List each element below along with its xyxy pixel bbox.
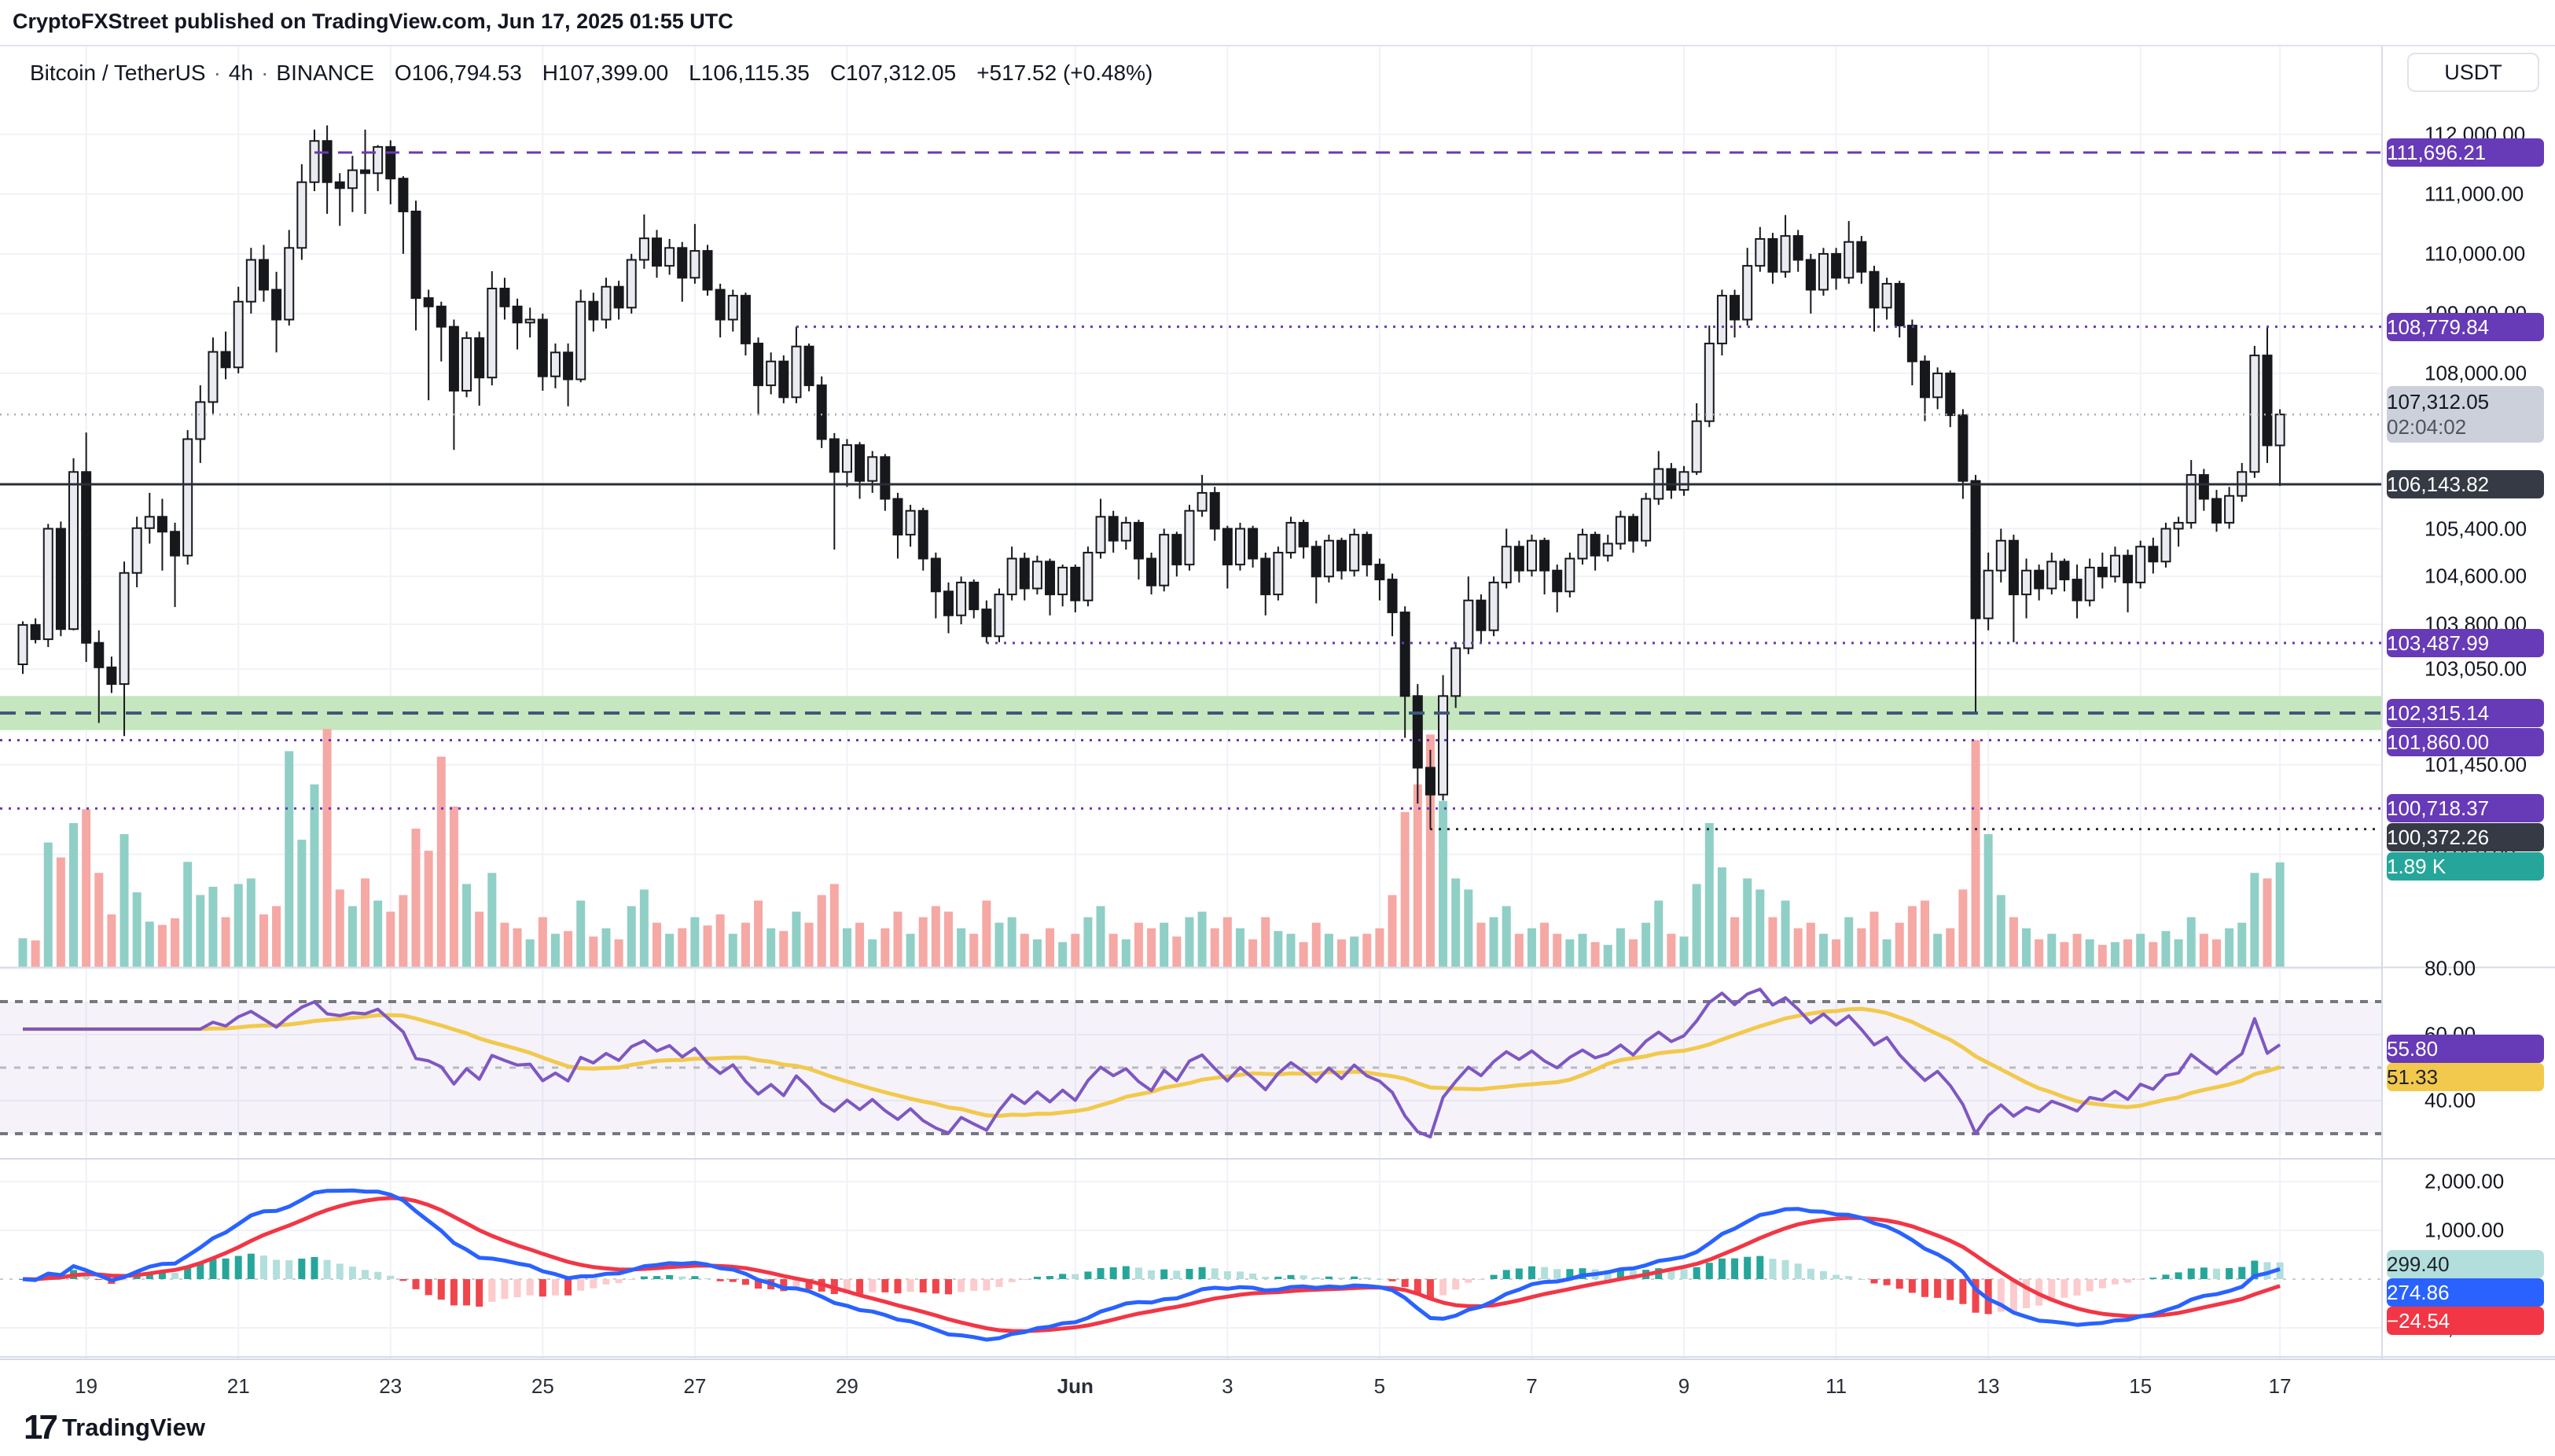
time-tick-label: 11 (1825, 1374, 1847, 1398)
price-tick-label: 104,600.00 (2424, 564, 2527, 588)
chart-container[interactable]: Bitcoin / TetherUS · 4h · BINANCE O106,794.53… (0, 45, 2555, 1414)
rsi-ma-badge: 51.33 (2387, 1062, 2544, 1091)
low-value: 106,115.35 (700, 61, 810, 85)
symbol-title-bar: Bitcoin / TetherUS · 4h · BINANCE O106,794.53… (30, 61, 1153, 86)
rsi-value-badge: 55.80 (2387, 1034, 2544, 1063)
low-label: L (689, 61, 701, 85)
macd-value-badge: 274.86 (2387, 1278, 2544, 1307)
price-tick-label: 110,000.00 (2424, 241, 2526, 266)
chart-plot-area[interactable] (0, 46, 2555, 1359)
currency-toggle-button[interactable]: USDT (2407, 53, 2539, 92)
time-tick-label: 27 (683, 1374, 707, 1398)
macd-signal-badge: −24.54 (2387, 1307, 2544, 1336)
rsi-tick-label: 40.00 (2424, 1088, 2476, 1112)
title-separator: · (261, 61, 269, 85)
macd-histogram (19, 1253, 2284, 1314)
time-tick-label: 5 (1373, 1374, 1386, 1398)
time-tick-label: 17 (2268, 1374, 2292, 1398)
change-value: +517.52 (+0.48%) (976, 61, 1153, 85)
candles (17, 125, 2285, 829)
open-value: 106,794.53 (411, 61, 522, 85)
macd-hist-badge: 299.40 (2387, 1250, 2544, 1279)
price-level-badge: 100,372.26 (2387, 823, 2544, 852)
price-level-badge: 101,860.00 (2387, 727, 2544, 756)
tradingview-watermark[interactable]: 17 TradingView (24, 1408, 205, 1447)
close-value: 107,312.05 (846, 61, 957, 85)
open-label: O (394, 61, 412, 85)
time-tick-label: 7 (1526, 1374, 1538, 1398)
high-label: H (542, 61, 559, 85)
time-tick-label: 15 (2129, 1374, 2152, 1398)
symbol-name[interactable]: Bitcoin / TetherUS (30, 61, 206, 85)
price-level-badge: 108,779.84 (2387, 312, 2544, 341)
volume-badge: 1.89 K (2387, 852, 2544, 881)
close-label: C (829, 61, 847, 85)
interval-label[interactable]: 4h (228, 61, 254, 85)
time-tick-label: 3 (1222, 1374, 1233, 1398)
price-tick-label: 105,400.00 (2424, 517, 2527, 540)
volume-bars (18, 729, 2285, 967)
price-tick-label: 103,050.00 (2424, 656, 2527, 681)
time-tick-label: 23 (379, 1374, 403, 1398)
price-level-badge: 103,487.99 (2387, 628, 2544, 657)
macd-tick-label: 1,000.00 (2424, 1218, 2505, 1242)
time-tick-label: Jun (1057, 1374, 1094, 1398)
price-tick-label: 108,000.00 (2424, 361, 2527, 385)
tradingview-logo-icon: 17 (24, 1408, 58, 1447)
price-level-badge: 102,315.14 (2387, 698, 2544, 727)
exchange-label: BINANCE (276, 61, 374, 85)
time-tick-label: 21 (226, 1374, 250, 1398)
time-tick-label: 13 (1976, 1374, 2000, 1398)
rsi-tick-label: 80.00 (2424, 956, 2476, 980)
price-level-badge: 106,143.82 (2387, 469, 2544, 498)
time-axis[interactable]: 19 21 23 25 27 29 Jun 3 5 7 9 11 13 15 17 (0, 1359, 2555, 1414)
title-separator: · (213, 61, 221, 85)
published-caption: CryptoFXStreet published on TradingView.… (13, 9, 733, 33)
price-level-badge: 111,696.21 (2387, 138, 2544, 167)
time-tick-label: 9 (1678, 1374, 1690, 1398)
macd-tick-label: 2,000.00 (2424, 1169, 2505, 1193)
price-tick-label: 111,000.00 (2424, 182, 2524, 206)
price-tick-label: 101,450.00 (2424, 752, 2527, 777)
time-tick-label: 25 (531, 1374, 554, 1398)
tradingview-brand-text: TradingView (61, 1414, 205, 1441)
last-price-badge: 107,312.05 02:04:02 (2387, 386, 2544, 443)
time-tick-label: 29 (835, 1374, 858, 1398)
time-tick-label: 19 (75, 1374, 98, 1398)
high-value: 107,399.00 (558, 61, 669, 85)
price-level-badge: 100,718.37 (2387, 794, 2544, 823)
